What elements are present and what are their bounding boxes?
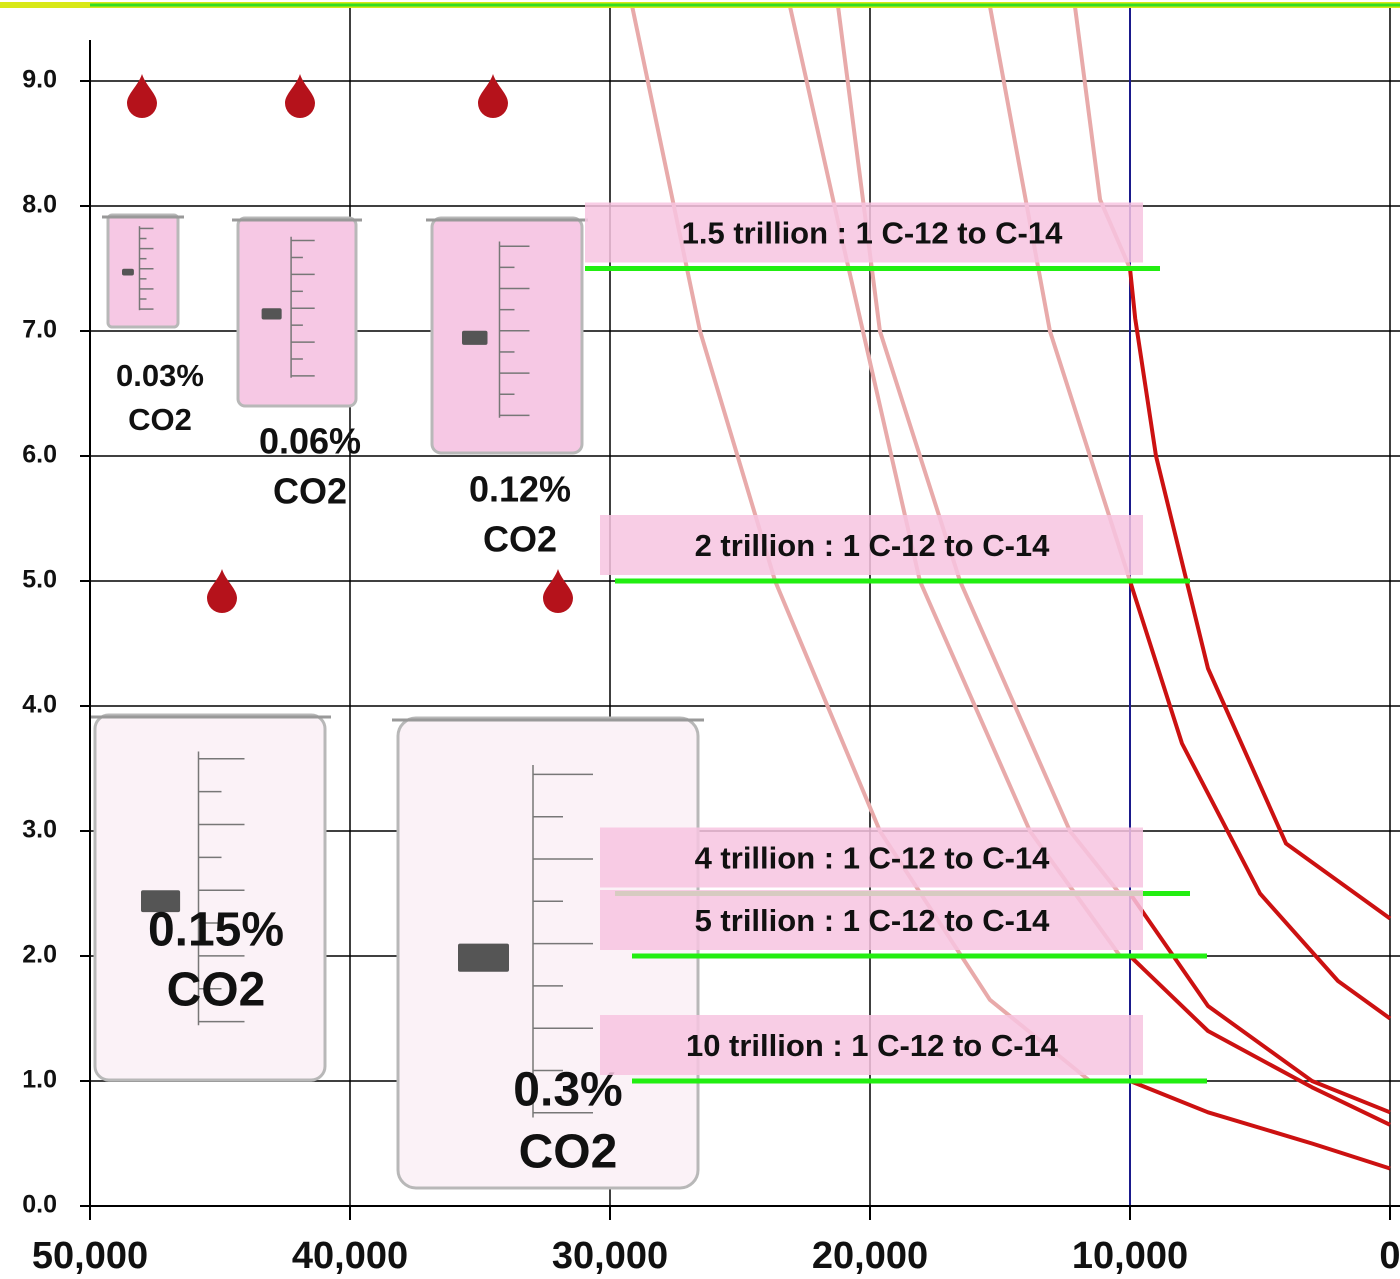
beaker-gas: CO2 <box>167 964 266 1017</box>
beaker-glass <box>430 216 584 455</box>
beaker-glass <box>93 713 327 1082</box>
decay-curve <box>1129 1079 1391 1171</box>
beaker-logo <box>261 308 282 320</box>
blood-drop <box>285 74 315 118</box>
annotation-box <box>600 890 1143 950</box>
beaker-logo <box>141 890 181 913</box>
y-tick-label: 1.0 <box>22 1066 57 1094</box>
decay-curve <box>1128 268 1392 921</box>
x-tick-label: 0 <box>1379 1235 1400 1277</box>
x-tick-label: 30,000 <box>552 1235 668 1277</box>
beaker-percent: 0.03% <box>116 358 204 393</box>
y-tick-label: 3.0 <box>22 816 57 844</box>
blood-drop <box>207 569 237 613</box>
y-tick-label: 0.0 <box>22 1191 57 1219</box>
x-tick-label: 20,000 <box>812 1235 928 1277</box>
y-tick-label: 5.0 <box>22 566 57 594</box>
decay-curve <box>1128 892 1391 1115</box>
ratio-label: 1.5 trillion : 1 C-12 to C-14 <box>682 216 1063 251</box>
ratio-label: 2 trillion : 1 C-12 to C-14 <box>695 528 1051 563</box>
beaker-percent: 0.15% <box>148 904 284 957</box>
annotation-box <box>585 202 1143 263</box>
ratio-label: 4 trillion : 1 C-12 to C-14 <box>695 841 1051 876</box>
y-tick-label: 8.0 <box>22 191 57 219</box>
beaker-percent: 0.06% <box>259 421 361 462</box>
x-tick-label: 40,000 <box>292 1235 408 1277</box>
x-tick-label: 50,000 <box>32 1235 148 1277</box>
beaker-gas: CO2 <box>483 519 557 560</box>
beaker-gas: CO2 <box>519 1126 618 1179</box>
beaker-gas: CO2 <box>128 402 192 437</box>
blood-drop <box>127 74 157 118</box>
annotation-box <box>600 515 1143 575</box>
blood-drop <box>478 74 508 118</box>
x-tick-label: 10,000 <box>1072 1235 1188 1277</box>
beaker-percent: 0.12% <box>469 469 571 510</box>
curves <box>630 5 1392 1206</box>
beaker-logo <box>122 268 134 276</box>
decay-curve <box>1128 954 1391 1127</box>
y-tick-label: 6.0 <box>22 441 57 469</box>
beaker-glass <box>396 716 700 1190</box>
y-tick-label: 2.0 <box>22 941 57 969</box>
y-tick-label: 4.0 <box>22 691 57 719</box>
beaker-logo <box>462 330 488 345</box>
annotation-box <box>600 1015 1143 1075</box>
axes: 0.0 1.0 2.0 3.0 4.0 5.0 6.0 7.0 8.0 9.0 50,000 40,0… <box>22 40 1400 1277</box>
ratio-label: 10 trillion : 1 C-12 to C-14 <box>686 1028 1059 1063</box>
beaker-glass <box>236 216 358 408</box>
blood-drop <box>543 569 573 613</box>
y-tick-label: 7.0 <box>22 316 57 344</box>
ratio-label: 5 trillion : 1 C-12 to C-14 <box>695 903 1051 938</box>
beaker-glass <box>106 213 180 329</box>
beaker-logo <box>458 943 509 972</box>
annotation-box <box>600 827 1143 888</box>
y-tick-label: 9.0 <box>22 66 57 94</box>
decay-curve <box>630 5 1092 1083</box>
decay-curve <box>1128 580 1392 1021</box>
beaker-gas: CO2 <box>273 471 347 512</box>
